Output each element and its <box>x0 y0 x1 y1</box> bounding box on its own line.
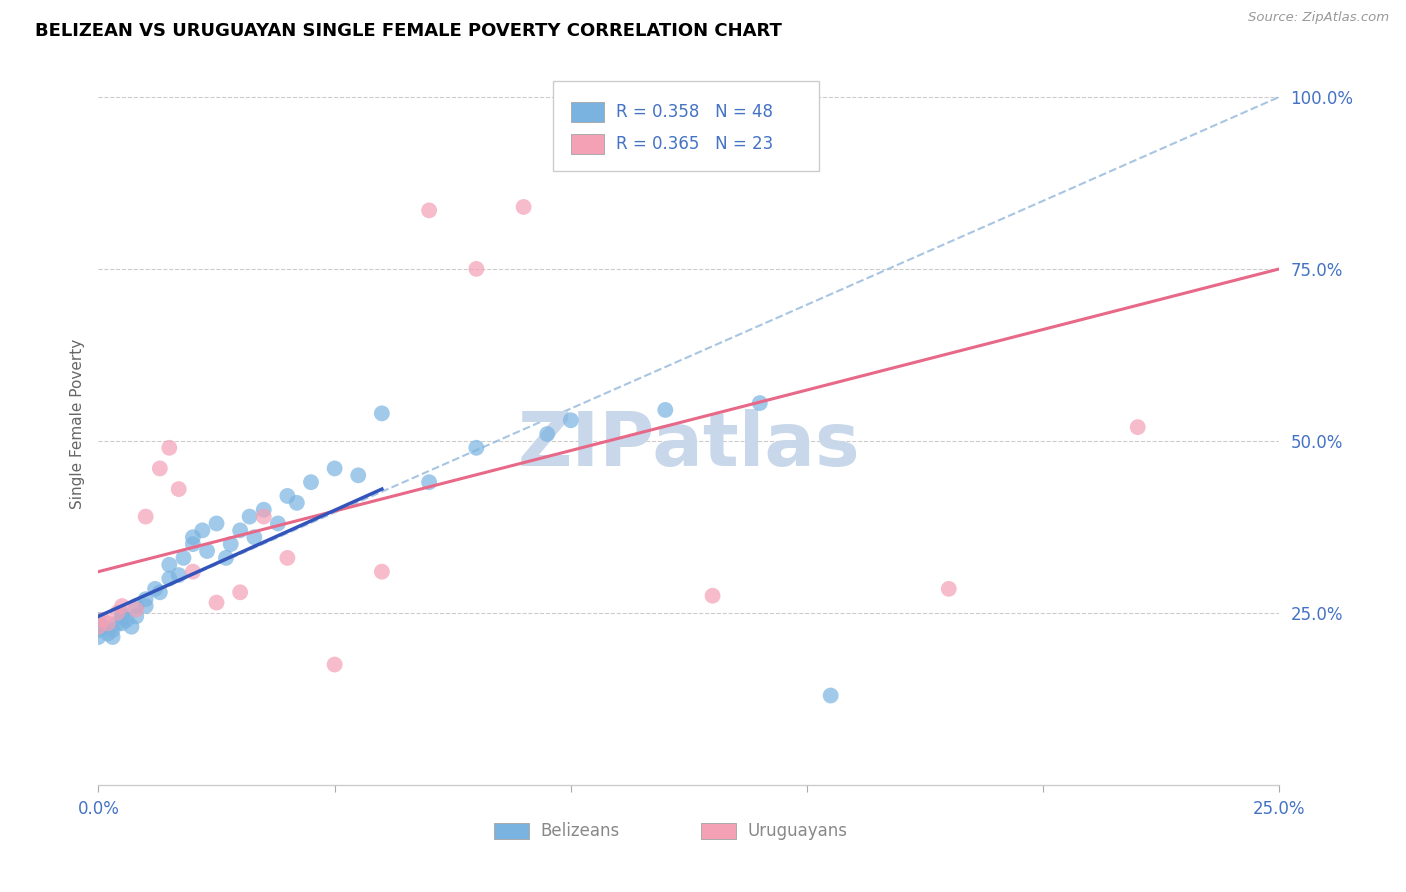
Point <box>191 524 214 538</box>
Point <box>536 427 558 442</box>
Point <box>87 613 110 627</box>
Point <box>702 589 724 603</box>
Point <box>253 509 276 524</box>
Point <box>172 550 194 565</box>
Point <box>215 550 238 565</box>
Text: R = 0.365   N = 23: R = 0.365 N = 23 <box>616 135 773 153</box>
Point <box>87 620 110 634</box>
Text: R = 0.358   N = 48: R = 0.358 N = 48 <box>616 103 773 121</box>
Point <box>121 620 143 634</box>
FancyBboxPatch shape <box>571 103 605 122</box>
Point <box>101 623 124 637</box>
Point <box>205 516 228 531</box>
Point <box>105 616 128 631</box>
Text: Belizeans: Belizeans <box>540 822 620 840</box>
Point <box>205 596 228 610</box>
Point <box>1126 420 1149 434</box>
Point <box>149 585 172 599</box>
Point <box>167 568 190 582</box>
Point <box>418 475 440 490</box>
Point <box>135 599 157 613</box>
Point <box>143 582 166 596</box>
Point <box>820 689 842 703</box>
Point <box>229 585 252 599</box>
Point <box>267 516 290 531</box>
FancyBboxPatch shape <box>494 823 530 839</box>
Point <box>229 524 252 538</box>
Point <box>87 623 110 637</box>
Point <box>654 403 676 417</box>
Point <box>111 599 134 613</box>
Point <box>323 461 346 475</box>
Point <box>418 203 440 218</box>
Point <box>512 200 534 214</box>
Text: Uruguayans: Uruguayans <box>748 822 848 840</box>
Point <box>276 489 298 503</box>
Y-axis label: Single Female Poverty: Single Female Poverty <box>69 339 84 508</box>
Point <box>105 606 128 620</box>
Point <box>157 558 180 572</box>
Point <box>157 572 180 586</box>
FancyBboxPatch shape <box>553 80 818 171</box>
Point <box>181 537 204 551</box>
Point <box>149 461 172 475</box>
Point <box>115 613 138 627</box>
Point <box>371 406 394 420</box>
Point <box>560 413 582 427</box>
Point <box>167 482 190 496</box>
Point <box>323 657 346 672</box>
Point <box>97 626 120 640</box>
Point <box>111 609 134 624</box>
Point <box>299 475 322 490</box>
Point <box>276 550 298 565</box>
FancyBboxPatch shape <box>700 823 737 839</box>
Point <box>253 502 276 516</box>
Point <box>87 630 110 644</box>
Point <box>219 537 242 551</box>
Point <box>135 509 157 524</box>
Text: ZIPatlas: ZIPatlas <box>517 409 860 482</box>
Point <box>181 565 204 579</box>
Text: BELIZEAN VS URUGUAYAN SINGLE FEMALE POVERTY CORRELATION CHART: BELIZEAN VS URUGUAYAN SINGLE FEMALE POVE… <box>35 22 782 40</box>
Point <box>97 616 120 631</box>
Point <box>125 599 148 613</box>
Text: Source: ZipAtlas.com: Source: ZipAtlas.com <box>1249 11 1389 24</box>
Point <box>938 582 960 596</box>
Point <box>371 565 394 579</box>
Point <box>91 613 114 627</box>
Point <box>748 396 770 410</box>
Point <box>111 616 134 631</box>
Point <box>135 592 157 607</box>
Point <box>465 261 488 276</box>
Point <box>347 468 370 483</box>
Point <box>125 602 148 616</box>
Point <box>111 606 134 620</box>
Point <box>243 530 266 544</box>
Point <box>157 441 180 455</box>
Point <box>239 509 262 524</box>
Point <box>91 620 114 634</box>
Point <box>181 530 204 544</box>
Point <box>285 496 308 510</box>
Point <box>195 544 218 558</box>
Point <box>465 441 488 455</box>
Point <box>101 630 124 644</box>
Point <box>125 609 148 624</box>
FancyBboxPatch shape <box>571 134 605 154</box>
